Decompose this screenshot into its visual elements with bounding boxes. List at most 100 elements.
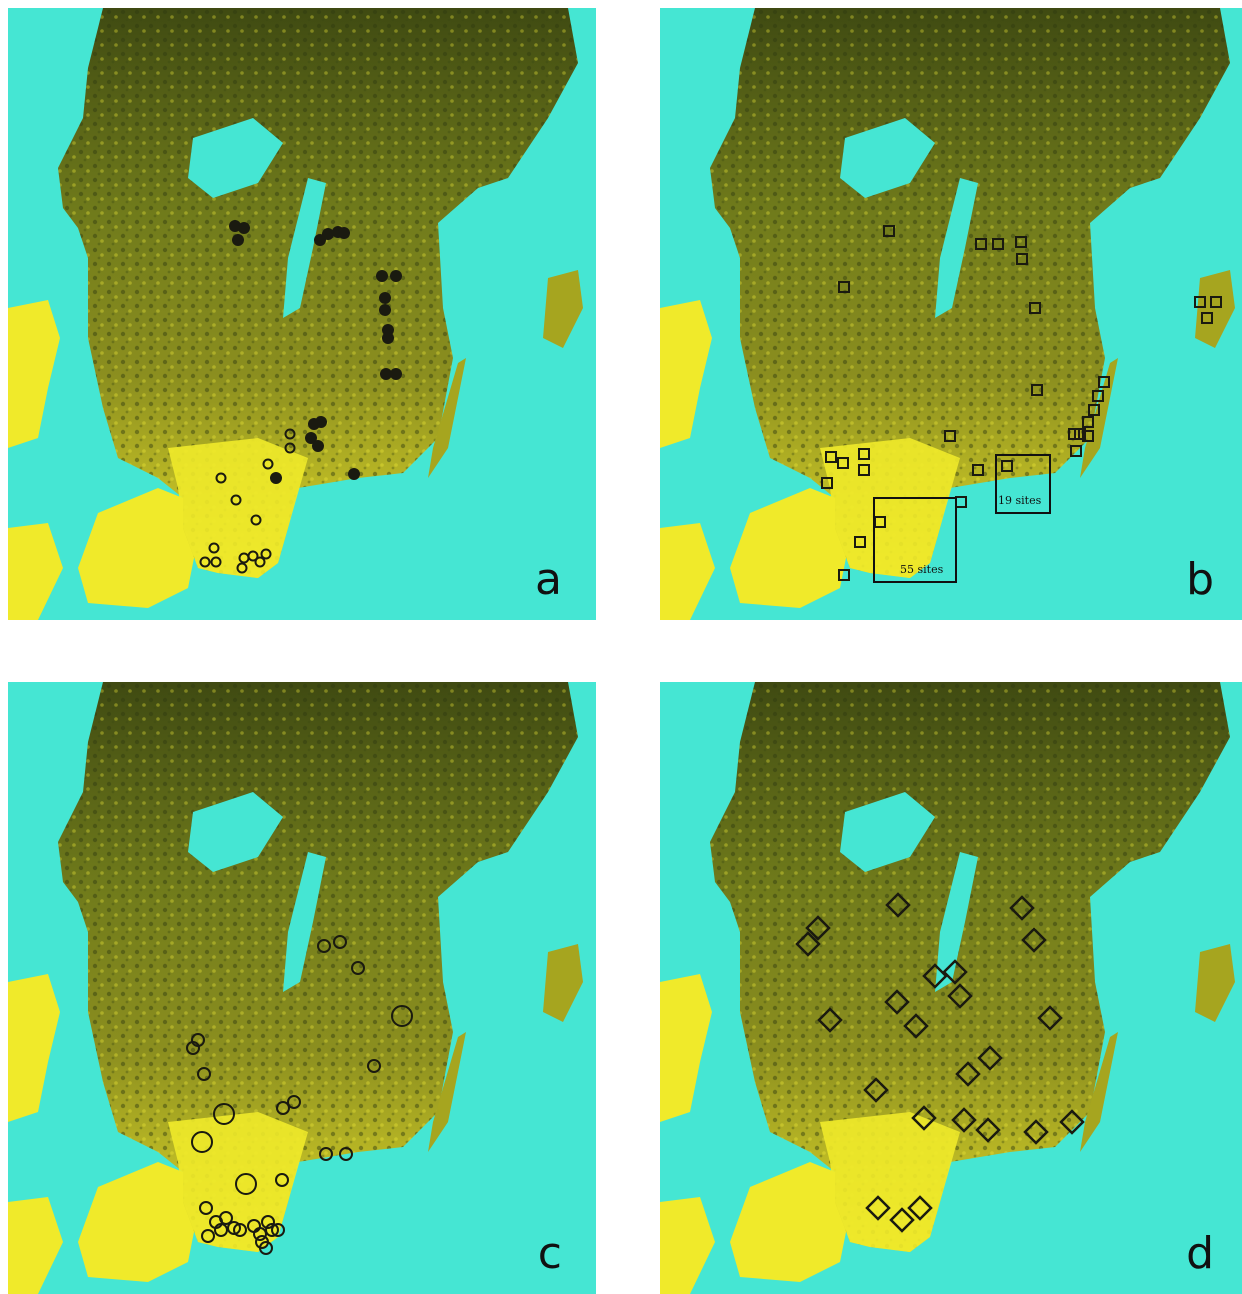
site-marker-diamond [884,989,910,1015]
site-marker-circle [219,1211,233,1225]
site-marker-circle [227,1221,241,1235]
site-marker-open [262,458,274,470]
box-55-sites [873,497,957,583]
site-marker-diamond [955,1061,981,1087]
site-marker-filled [380,368,392,380]
site-marker-filled [238,222,250,234]
site-marker-square [1194,296,1206,308]
map-svg-c [8,682,596,1294]
site-marker-filled [376,270,388,282]
site-marker-square [858,448,870,460]
site-marker-diamond [885,892,911,918]
site-marker-circle [287,1095,301,1109]
map-svg-a [8,8,596,620]
site-marker-square [1082,416,1094,428]
site-marker-circle [339,1147,353,1161]
site-marker-square [1201,312,1213,324]
site-marker-open [260,548,272,560]
site-marker-diamond [1037,1005,1063,1031]
site-marker-square [992,238,1004,250]
site-marker-circle [199,1201,213,1215]
site-marker-diamond [863,1077,889,1103]
site-marker-circle [259,1241,273,1255]
site-marker-circle [261,1215,275,1229]
site-marker-diamond [1009,895,1035,921]
site-marker-circle [333,935,347,949]
site-marker-square [972,464,984,476]
markers-c [186,935,413,1255]
site-marker-open [236,562,248,574]
site-marker-diamond [805,915,831,941]
site-marker-square [1082,430,1094,442]
site-marker-square [858,464,870,476]
site-marker-filled [270,472,282,484]
site-marker-square [854,536,866,548]
site-marker-filled [390,368,402,380]
site-marker-filled [379,292,391,304]
site-marker-filled [305,432,317,444]
site-marker-filled [322,228,334,240]
site-marker-diamond [1059,1109,1085,1135]
map-panel-d: d [660,682,1242,1294]
site-marker-square [1092,390,1104,402]
site-marker-circle [275,1173,289,1187]
site-marker-circle [201,1229,215,1243]
box-label-55: 55 sites [900,563,944,576]
site-marker-square [1210,296,1222,308]
island-gotland [543,270,583,348]
site-marker-filled [232,234,244,246]
site-marker-diamond [947,983,973,1009]
site-marker-square [838,569,850,581]
site-marker-diamond [922,963,948,989]
site-marker-filled [315,416,327,428]
site-marker-square [1015,236,1027,248]
site-marker-diamond [889,1207,915,1233]
site-marker-diamond [942,959,968,985]
site-marker-square [1098,376,1110,388]
site-marker-circle [214,1223,228,1237]
site-marker-diamond [907,1195,933,1221]
site-marker-diamond [911,1105,937,1131]
site-marker-open [284,428,296,440]
site-marker-filled [312,440,324,452]
site-marker-filled [382,332,394,344]
site-marker-filled [390,270,402,282]
site-marker-diamond [903,1013,929,1039]
site-marker-circle [235,1173,257,1195]
site-marker-square [883,225,895,237]
map-svg-b: 55 sites 19 sites [660,8,1242,620]
site-marker-square [1001,460,1013,472]
box-19-sites [995,454,1051,514]
panel-label-c: c [537,1228,562,1279]
site-marker-diamond [1021,927,1047,953]
site-marker-square [821,477,833,489]
site-marker-filled [348,468,360,480]
site-marker-circle [253,1227,267,1241]
site-marker-circle [276,1101,290,1115]
panel-label-b: b [1186,554,1214,605]
site-marker-diamond [1023,1119,1049,1145]
map-panel-b: 55 sites 19 sites b [660,8,1242,620]
site-marker-filled [229,220,241,232]
panel-label-a: a [535,554,562,605]
site-marker-open [199,556,211,568]
site-marker-circle [391,1005,413,1027]
markers-a [199,220,402,574]
site-marker-square [1031,384,1043,396]
site-marker-circle [191,1131,213,1153]
map-svg-d [660,682,1242,1294]
site-marker-square [838,281,850,293]
box-label-19: 19 sites [998,494,1042,507]
site-marker-circle [319,1147,333,1161]
site-marker-circle [367,1059,381,1073]
map-panel-c: c [8,682,596,1294]
land-zealand [78,488,198,608]
site-marker-square [1088,404,1100,416]
site-marker-circle [213,1103,235,1125]
panel-label-d: d [1186,1228,1214,1279]
site-marker-open [247,550,259,562]
site-marker-filled [338,227,350,239]
site-marker-square [1016,253,1028,265]
site-marker-open [215,472,227,484]
site-marker-open [250,514,262,526]
